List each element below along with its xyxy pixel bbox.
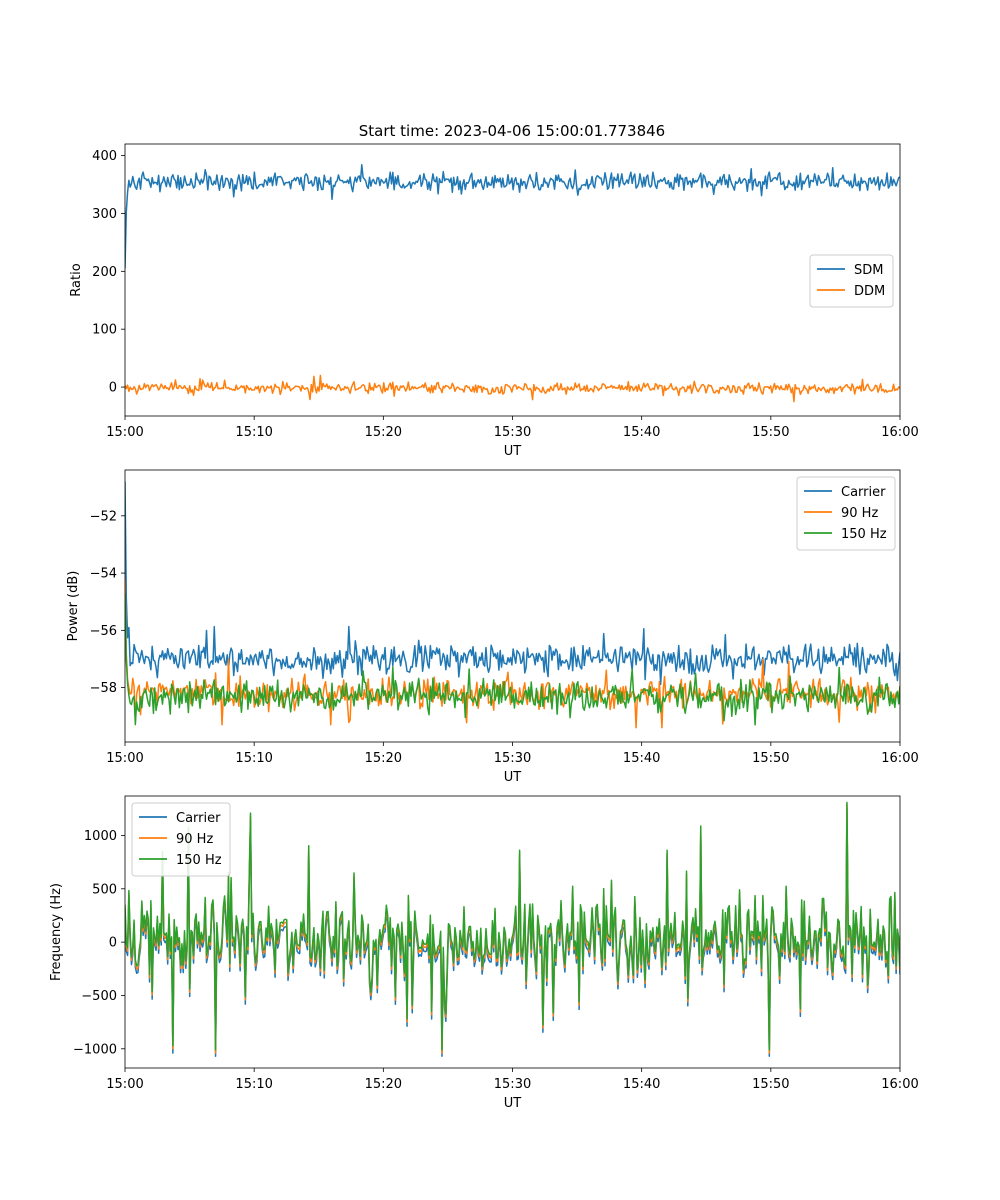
y-tick-label: −500 xyxy=(81,989,117,1004)
x-tick-label: 15:10 xyxy=(235,751,272,766)
legend-entry: 150 Hz xyxy=(841,527,887,542)
legend-entry: Carrier xyxy=(841,485,886,500)
x-tick-label: 15:40 xyxy=(623,751,660,766)
y-tick-label: 0 xyxy=(109,381,117,396)
series-group xyxy=(125,164,900,403)
series-line-carrier xyxy=(125,481,900,686)
y-tick-label: −58 xyxy=(90,681,117,696)
legend-entry: 150 Hz xyxy=(176,853,222,868)
chart-panel-1: 15:00 15:10 15:20 15:30 15:40 15:50 16:00 0 100 2… xyxy=(69,143,919,459)
legend-box xyxy=(796,476,896,551)
x-tick-label: 15:00 xyxy=(106,1077,143,1092)
series-line-150-hz xyxy=(125,593,900,726)
x-tick-label: 15:40 xyxy=(623,1077,660,1092)
x-tick-label: 16:00 xyxy=(881,425,918,440)
x-tick-label: 15:10 xyxy=(235,425,272,440)
y-tick-label: −1000 xyxy=(73,1042,117,1057)
x-axis-label: UT xyxy=(504,444,522,459)
legend-entry: DDM xyxy=(854,284,885,299)
y-tick-label: 300 xyxy=(92,207,117,222)
legend: Carrier 90 Hz 150 Hz xyxy=(796,476,896,551)
chart-panel-3: 15:00 15:10 15:20 15:30 15:40 15:50 16:00 1000 5… xyxy=(49,795,919,1111)
x-tick-label: 15:00 xyxy=(106,425,143,440)
legend-box xyxy=(131,802,231,877)
x-tick-label: 15:00 xyxy=(106,751,143,766)
y-tick-label: 400 xyxy=(92,149,117,164)
y-tick-label: −56 xyxy=(90,624,117,639)
figure-title: Start time: 2023-04-06 15:00:01.773846 xyxy=(359,122,665,140)
y-axis-label: Power (dB) xyxy=(66,571,81,642)
x-tick-label: 15:20 xyxy=(365,425,402,440)
x-tick-label: 15:20 xyxy=(365,1077,402,1092)
x-tick-label: 15:50 xyxy=(752,425,789,440)
legend-entry: Carrier xyxy=(176,811,221,826)
x-axis-label: UT xyxy=(504,1096,522,1111)
series-group xyxy=(125,481,900,729)
y-tick-label: 100 xyxy=(92,323,117,338)
y-tick-label: −52 xyxy=(90,509,117,524)
legend: SDM DDM xyxy=(809,254,894,308)
x-tick-label: 15:20 xyxy=(365,751,402,766)
series-line-ddm xyxy=(125,374,900,403)
y-tick-label: −54 xyxy=(90,567,117,582)
x-tick-label: 16:00 xyxy=(881,751,918,766)
legend-entry: 90 Hz xyxy=(176,832,213,847)
y-axis-label: Ratio xyxy=(69,263,84,296)
y-tick-label: 200 xyxy=(92,265,117,280)
x-tick-label: 15:50 xyxy=(752,1077,789,1092)
series-line-150-hz xyxy=(125,801,900,1051)
legend-box xyxy=(809,254,894,308)
y-tick-label: 500 xyxy=(92,882,117,897)
series-group xyxy=(125,801,900,1058)
legend: Carrier 90 Hz 150 Hz xyxy=(131,802,231,877)
legend-entry: 90 Hz xyxy=(841,506,878,521)
x-axis-label: UT xyxy=(504,770,522,785)
legend-entry: SDM xyxy=(854,263,883,278)
chart-panel-2: 15:00 15:10 15:20 15:30 15:40 15:50 16:00 −52 −5… xyxy=(66,469,919,785)
y-tick-label: 0 xyxy=(109,936,117,951)
x-tick-label: 15:10 xyxy=(235,1077,272,1092)
x-tick-label: 15:30 xyxy=(494,1077,531,1092)
y-tick-label: 1000 xyxy=(84,829,117,844)
x-tick-label: 16:00 xyxy=(881,1077,918,1092)
series-line-sdm xyxy=(125,164,900,269)
x-tick-label: 15:40 xyxy=(623,425,660,440)
y-axis-label: Frequency (Hz) xyxy=(49,883,64,981)
x-tick-label: 15:30 xyxy=(494,751,531,766)
x-tick-label: 15:30 xyxy=(494,425,531,440)
x-tick-label: 15:50 xyxy=(752,751,789,766)
